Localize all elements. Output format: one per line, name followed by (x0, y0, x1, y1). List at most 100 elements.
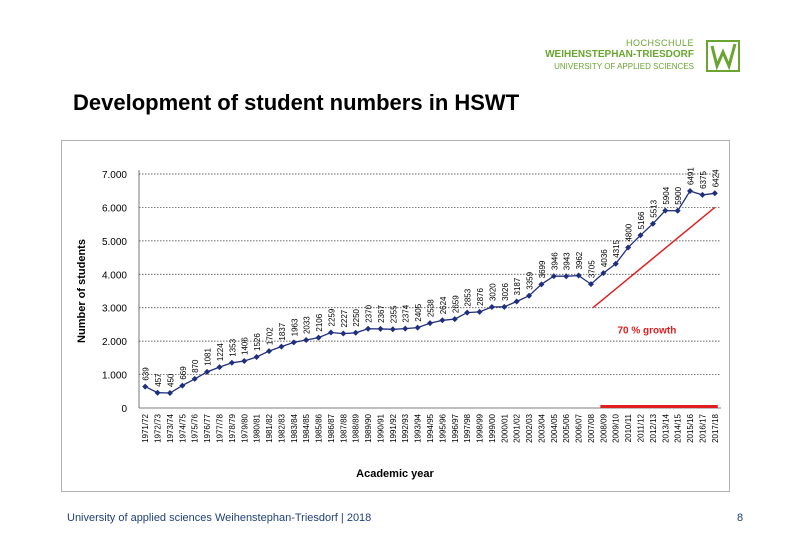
logo-text-line1: HOCHSCHULE (625, 38, 694, 48)
data-point (327, 329, 334, 336)
data-label: 870 (191, 359, 200, 373)
data-label: 3705 (587, 260, 596, 278)
data-label: 669 (179, 366, 188, 380)
x-tick-label: 1989/90 (364, 413, 373, 442)
data-label: 2106 (315, 313, 324, 331)
x-tick-label: 1996/97 (451, 413, 460, 442)
page-number: 8 (737, 512, 744, 524)
data-point (600, 270, 607, 277)
data-point (587, 281, 594, 288)
growth-annotation (592, 206, 718, 408)
x-tick-label: 1978/79 (228, 413, 237, 442)
data-label: 4800 (625, 223, 634, 241)
data-point (501, 303, 508, 310)
y-tick-label: 6.000 (102, 203, 127, 214)
data-point (142, 383, 149, 390)
data-label: 2405 (414, 303, 423, 321)
data-label: 3359 (526, 271, 535, 289)
data-label: 4036 (600, 249, 609, 267)
x-tick-label: 2004/05 (550, 413, 559, 442)
x-tick-label: 2015/16 (686, 413, 695, 442)
growth-baseline-bar (600, 405, 718, 408)
y-tick-label: 4.000 (102, 270, 127, 281)
data-label: 1224 (216, 343, 225, 361)
data-label: 1353 (228, 338, 237, 356)
y-tick-label: 5.000 (102, 237, 127, 248)
x-tick-label: 2003/04 (537, 413, 546, 442)
x-tick-label: 1974/75 (178, 413, 187, 442)
data-label: 2250 (352, 308, 361, 326)
data-label: 2538 (427, 299, 436, 317)
data-label: 3187 (513, 277, 522, 295)
data-point (303, 337, 310, 344)
data-point (699, 191, 706, 198)
data-label: 3020 (488, 283, 497, 301)
x-tick-label: 2009/10 (612, 413, 621, 442)
x-tick-label: 2013/14 (661, 413, 670, 442)
data-label: 2367 (377, 305, 386, 323)
y-tick-label: 2.000 (102, 337, 127, 348)
data-point (488, 304, 495, 311)
x-tick-label: 2007/08 (587, 413, 596, 442)
x-tick-label: 2001/02 (513, 413, 522, 442)
data-point (241, 357, 248, 364)
data-label: 1837 (278, 322, 287, 340)
data-point (228, 359, 235, 366)
data-label: 2355 (389, 305, 398, 323)
series-student-numbers (142, 188, 718, 396)
data-point (154, 389, 161, 396)
x-tick-label: 1972/73 (154, 413, 163, 442)
data-point (352, 329, 359, 336)
growth-annotation-label: 70 % growth (617, 326, 676, 337)
x-tick-label: 2002/03 (525, 413, 534, 442)
x-tick-label: 2011/12 (637, 413, 646, 442)
y-tick-label: 1.000 (102, 371, 127, 382)
data-label: 450 (166, 373, 175, 387)
data-label: 2370 (365, 304, 374, 322)
data-label: 1702 (266, 327, 275, 345)
data-label: 4315 (612, 239, 621, 257)
data-label: 3946 (550, 252, 559, 270)
data-label: 1081 (204, 348, 213, 366)
x-tick-label: 1976/77 (203, 413, 212, 442)
data-label: 2624 (439, 296, 448, 314)
university-logo: HOCHSCHULE WEIHENSTEPHAN-TRIESDORF UNIVE… (545, 38, 748, 78)
x-tick-label: 2012/13 (649, 413, 658, 442)
x-tick-label: 2017/18 (711, 413, 720, 442)
data-point (575, 272, 582, 279)
x-tick-label: 1982/83 (277, 413, 286, 442)
y-axis-label: Number of students (76, 239, 88, 343)
data-point (253, 353, 260, 360)
data-point (538, 281, 545, 288)
data-label: 3943 (563, 252, 572, 270)
data-point (625, 244, 632, 251)
x-tick-label: 1998/99 (476, 413, 485, 442)
x-tick-label: 1981/82 (265, 413, 274, 442)
x-tick-label: 1994/95 (426, 413, 435, 442)
data-point (414, 324, 421, 331)
student-numbers-chart: 0 1.000 2.000 3.000 4.000 5.000 6.000 7.000 639… (61, 140, 730, 492)
data-point (315, 334, 322, 341)
logo-text-line2: WEIHENSTEPHAN-TRIESDORF (545, 49, 694, 60)
x-tick-label: 1983/84 (290, 413, 299, 442)
data-point (612, 260, 619, 267)
x-tick-label: 1999/00 (488, 413, 497, 442)
data-point (365, 325, 372, 332)
logo-text-line3: UNIVERSITY OF APPLIED SCIENCES (554, 62, 694, 71)
x-tick-label: 1987/88 (339, 413, 348, 442)
data-point (216, 364, 223, 371)
data-label: 3962 (575, 251, 584, 269)
data-label: 2227 (340, 309, 349, 327)
data-point (191, 375, 198, 382)
x-axis-label: Academic year (356, 468, 434, 480)
data-label: 2374 (402, 304, 411, 322)
x-tick-label: 2006/07 (575, 413, 584, 442)
data-point (687, 188, 694, 195)
data-label: 2659 (451, 295, 460, 313)
data-point (526, 292, 533, 299)
data-label: 6424 (711, 169, 720, 187)
x-tick-label: 1975/76 (191, 413, 200, 442)
x-tick-label: 1988/89 (352, 413, 361, 442)
data-point (402, 325, 409, 332)
